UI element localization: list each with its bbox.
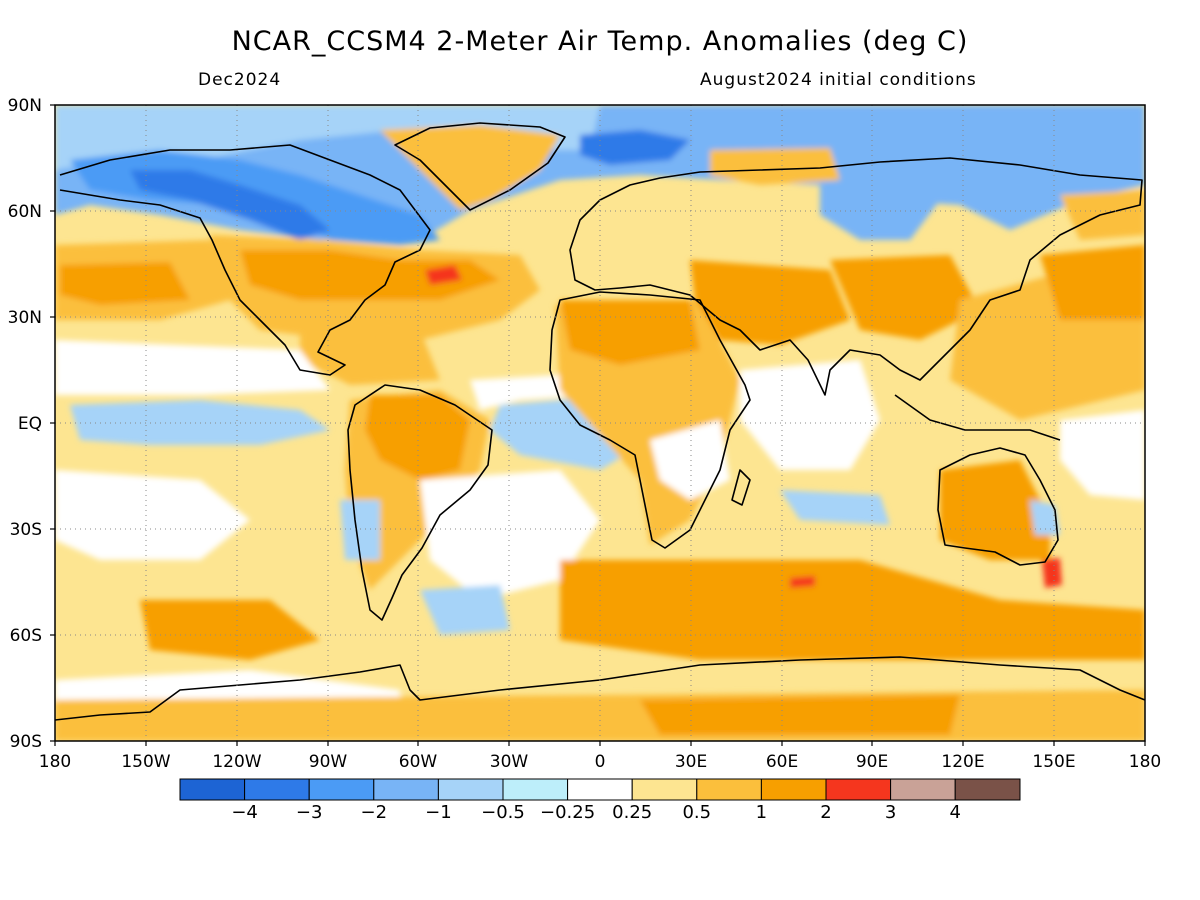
antarctica-outline [55,656,1145,721]
colorbar-box-7 [567,778,633,801]
colorbar-label-11: 3 [885,802,896,823]
colorbar-box-8 [631,778,698,801]
lon-label-90e: 90E [856,752,888,772]
lon-label-90w: 90W [309,752,348,772]
colorbar-box-4 [373,778,439,801]
colorbar-box-10 [760,778,827,801]
siberia-north-warm [710,148,840,185]
colorbar-label-2: −3 [296,802,323,823]
anomaly-field [55,105,1145,741]
eurasia-outline [569,157,1143,396]
indian-ocean-cool [780,490,890,525]
colorbar-box-11 [825,778,892,801]
amazon-warm-strong [365,395,470,480]
colorbar-label-3: −2 [361,802,388,823]
colorbar-label-12: 4 [949,802,960,823]
east-africa-white [650,420,730,500]
lat-label-90s: 90S [10,732,42,752]
lon-label-30w: 30W [490,752,529,772]
indonesia-outline [894,394,1061,441]
colorbar-label-1: −4 [231,802,258,823]
central-pacific-white [1060,410,1145,500]
lon-label-120e: 120E [941,752,984,772]
southern-ocean-warm-strong [560,560,1145,660]
lon-label-180e: 180 [1129,752,1161,772]
pacific-warm-strong [60,262,190,305]
lat-label-60n: 60N [8,202,42,222]
greenland-warm [380,125,560,210]
map-title: NCAR_CCSM4 2-Meter Air Temp. Anomalies (… [231,26,969,57]
colorbar-box-6 [502,778,569,801]
sahara-warm-strong [560,300,700,365]
south-america-outline [347,384,493,621]
tropical-pacific-white [55,340,330,395]
valid-month-label: Dec2024 [198,70,282,90]
colorbar-labels: −4 −3 −2 −1 −0.5 −0.25 0.25 0.5 1 2 3 4 [231,802,961,823]
colorbar-box-13 [954,778,1021,801]
australia-outline [937,447,1059,566]
w-pacific-warm-strong [1040,245,1145,320]
coastlines [55,122,1145,721]
south-pacific-white [55,470,250,560]
canada-coldest [130,170,330,240]
lon-label-150w: 150W [121,752,170,772]
lon-label-150e: 150E [1032,752,1075,772]
colorbar-box-3 [308,778,375,801]
colorbar-label-10: 2 [820,802,831,823]
barents-cold [580,130,690,165]
colorbar-label-8: 0.5 [682,802,711,823]
atlantic-hot-spot [425,265,462,285]
lon-tick-labels: 180 150W 120W 90W 60W 30W 0 30E 60E 90E … [39,752,1161,772]
grid-lines [55,105,1145,741]
colorbar-box-1 [179,778,246,801]
lon-axis [54,741,1146,746]
australia-warm-strong [940,460,1050,560]
na-mid-warm-strong [240,250,500,300]
africa-outline [549,291,751,549]
colorbar-box-5 [437,778,504,801]
colorbar-label-9: 1 [756,802,767,823]
lon-label-30e: 30E [675,752,707,772]
lon-label-60w: 60W [399,752,438,772]
colorbar-label-4: −1 [425,802,452,823]
colorbar [179,778,1021,801]
lat-label-60s: 60S [10,626,42,646]
lon-label-120w: 120W [212,752,261,772]
lon-label-180w: 180 [39,752,71,772]
madagascar-outline [731,469,751,506]
colorbar-box-2 [244,778,310,801]
lat-axis [50,104,55,742]
lat-tick-labels: 90N 60N 30N EQ 30S 60S 90S [8,96,42,752]
colorbar-label-7: 0.25 [612,802,652,823]
north-america-outline [59,144,431,376]
s-atlantic-cool [420,585,510,635]
lon-label-0: 0 [595,752,606,772]
australia-hot [1042,558,1062,588]
colorbar-label-5: −0.5 [481,802,525,823]
s-atlantic-white [420,470,600,600]
init-conditions-label: August2024 initial conditions [700,70,977,90]
east-pacific-cool [340,500,380,560]
colorbar-label-6: −0.25 [540,802,595,823]
siberia-cold [820,170,940,240]
greenland-outline [394,122,566,211]
indian-ocean-white [740,360,880,470]
lat-label-30n: 30N [8,308,42,328]
colorbar-box-9 [696,778,762,801]
middle-east-warm-strong [690,260,850,345]
asia-warm-strong [830,255,980,340]
lat-label-eq: EQ [18,414,42,434]
arctic-light-band [55,105,600,170]
lat-label-90n: 90N [8,96,42,116]
australia-cool [1030,500,1060,535]
lat-label-30s: 30S [10,520,42,540]
antarctica-warm-strong [640,695,960,735]
colorbar-box-12 [890,778,956,801]
lon-label-60e: 60E [766,752,798,772]
south-pacific-warm [140,600,320,660]
southern-ocean-hot [790,576,815,588]
